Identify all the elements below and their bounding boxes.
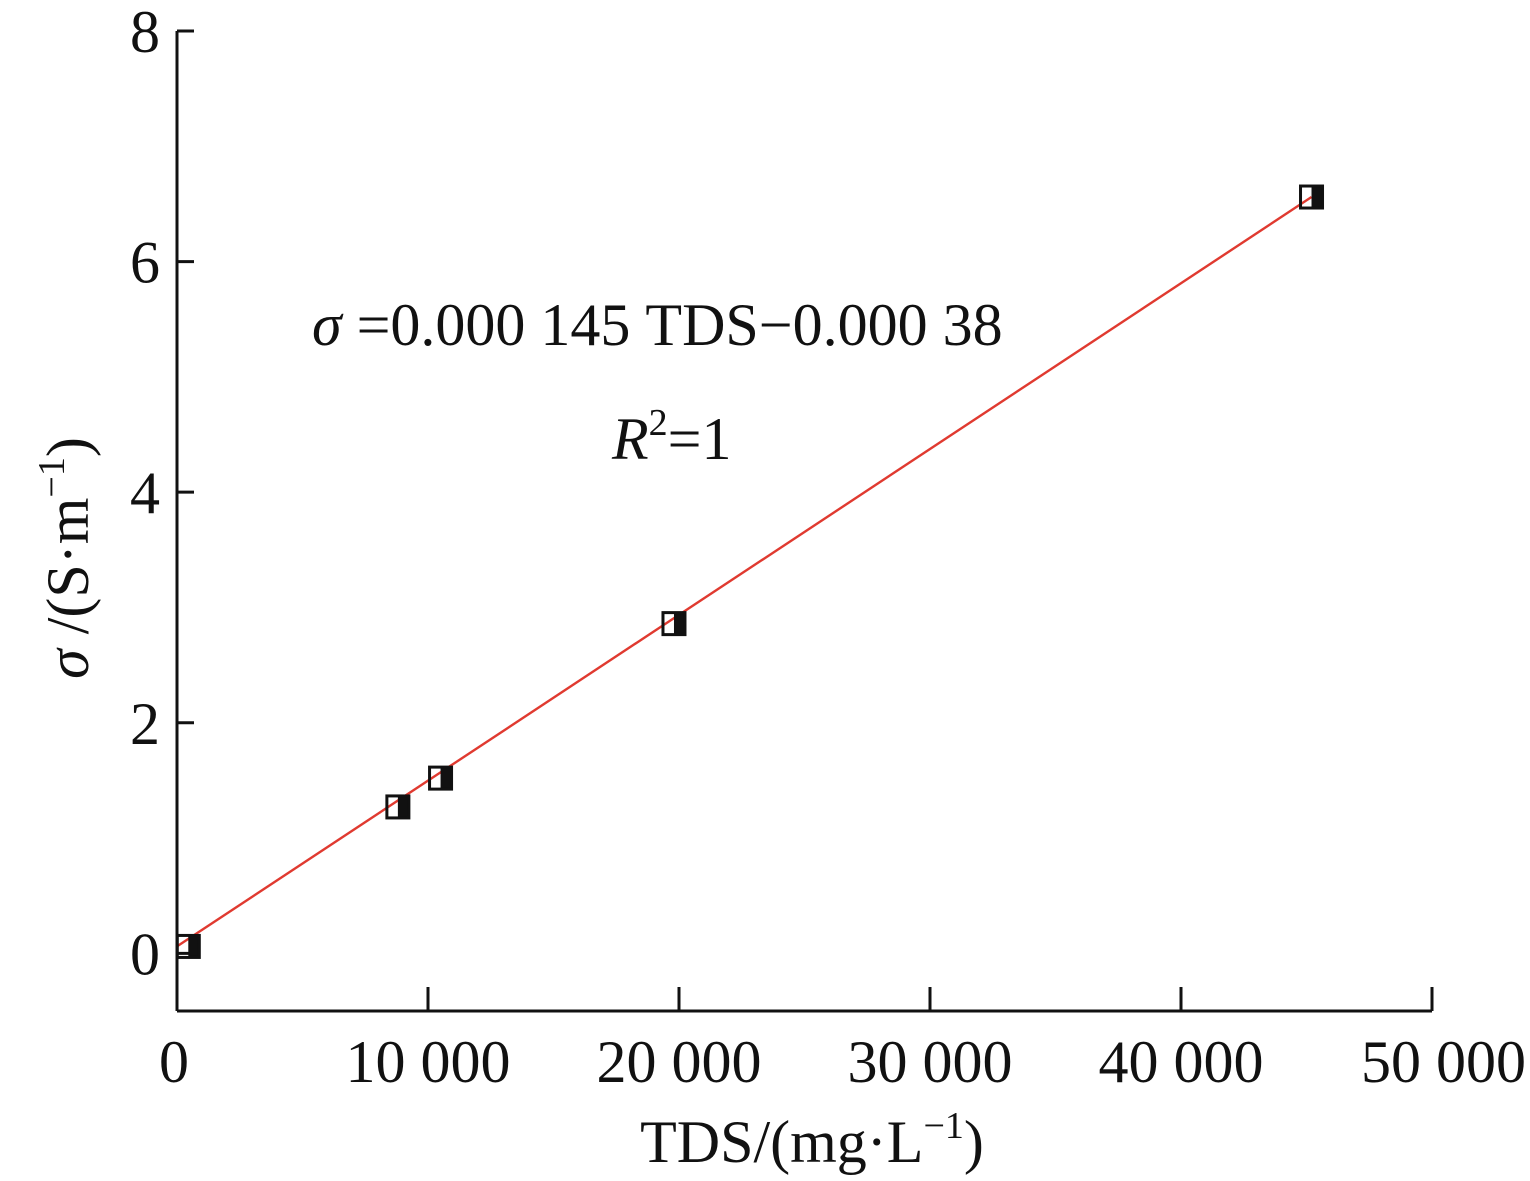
x-axis-ticks: 0 10 000 20 000 30 000 40 000 50 000 xyxy=(159,987,1526,1095)
marker-outline xyxy=(428,765,454,791)
y-tick-label: 8 xyxy=(130,0,160,65)
y-axis-title-sigma: σ xyxy=(35,647,101,679)
marker-fill xyxy=(440,767,452,790)
data-point xyxy=(1299,184,1325,210)
x-tick-label: 30 000 xyxy=(848,1029,1013,1095)
marker-fill xyxy=(397,795,409,818)
marker-fill xyxy=(188,935,200,958)
marker-outline xyxy=(1299,184,1325,210)
r-squared-annotation: R2=1 xyxy=(611,402,732,472)
equation-annotation: σ =0.000 145 TDS−0.000 38 xyxy=(312,292,1003,358)
x-tick-label: 0 xyxy=(159,1029,189,1095)
x-tick-label: 10 000 xyxy=(346,1029,511,1095)
r-squared-text: =1 xyxy=(668,406,732,472)
x-axis-title-superscript: −1 xyxy=(923,1105,963,1147)
data-point xyxy=(385,794,411,820)
marker-fill xyxy=(1311,186,1323,209)
y-axis-title: σ /(S·m−1) xyxy=(31,437,101,679)
axes xyxy=(175,31,1432,1013)
y-axis-title-superscript: −1 xyxy=(31,457,73,497)
equation-text: =0.000 145 TDS−0.000 38 xyxy=(342,292,1003,358)
data-point xyxy=(175,933,201,959)
fit-line-group xyxy=(176,196,1313,948)
x-tick-label: 40 000 xyxy=(1099,1029,1264,1095)
x-tick-label: 50 000 xyxy=(1361,1029,1526,1095)
r-squared-symbol: R xyxy=(611,406,649,472)
x-axis-title-suffix: ) xyxy=(964,1109,984,1175)
marker-outline xyxy=(385,794,411,820)
y-tick-label: 0 xyxy=(130,921,160,987)
y-tick-label: 4 xyxy=(130,460,160,526)
x-axis-title: TDS/(mg·L−1) xyxy=(640,1105,984,1175)
marker-outline xyxy=(175,933,201,959)
x-axis-title-prefix: TDS/(mg·L xyxy=(640,1109,923,1175)
x-tick-label: 20 000 xyxy=(597,1029,762,1095)
r-squared-superscript: 2 xyxy=(649,402,668,444)
y-axis-title-prefix: /(S·m xyxy=(35,498,101,650)
data-points xyxy=(175,184,1325,959)
y-axis-title-suffix: ) xyxy=(35,437,101,457)
y-tick-label: 6 xyxy=(130,230,160,296)
marker-outline xyxy=(661,611,687,637)
marker-fill xyxy=(673,612,685,635)
y-axis-ticks: 0 2 4 6 8 xyxy=(130,0,194,987)
data-point xyxy=(661,611,687,637)
equation-sigma: σ xyxy=(312,292,344,358)
fit-line xyxy=(176,196,1313,948)
y-tick-label: 2 xyxy=(130,691,160,757)
data-point xyxy=(428,765,454,791)
